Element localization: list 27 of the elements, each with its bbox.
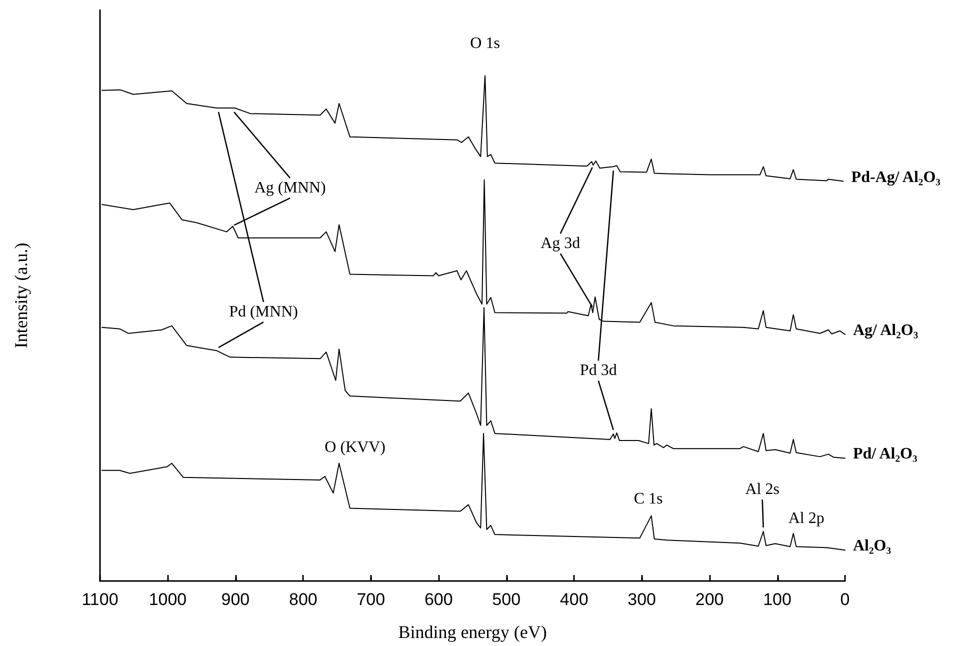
annotation: Al 2p	[788, 510, 824, 527]
series-label: Al₂O₃	[853, 538, 892, 555]
x-tick-label: 1100	[82, 590, 118, 609]
annotation: Pd (MNN)	[229, 304, 298, 321]
series-label: Pd-Ag/ Al₂O₃	[851, 168, 941, 186]
x-tick-label: 400	[560, 590, 588, 609]
x-tick-label: 100	[763, 590, 792, 609]
annotation: C 1s	[634, 490, 663, 508]
x-tick-label: 700	[356, 590, 386, 609]
x-tick-label: 1000	[148, 590, 187, 609]
series-label: Ag/ Al₂O₃	[853, 322, 918, 339]
x-tick-label: 600	[424, 590, 453, 609]
annotation: Pd 3d	[580, 362, 617, 380]
x-tick-label: 800	[288, 590, 318, 609]
x-tick-label: 500	[492, 590, 521, 609]
x-tick-label: 300	[628, 590, 656, 609]
annotation: Al 2s	[745, 480, 780, 498]
y-axis-title: Intensity (a.u.)	[11, 242, 31, 348]
x-tick-label: 900	[221, 590, 250, 609]
annotation: O 1s	[470, 35, 500, 52]
annotation: Ag (MNN)	[254, 180, 326, 197]
annotation: Ag 3d	[540, 235, 580, 252]
series-label: Pd/ Al₂O₃	[853, 446, 918, 463]
x-tick-label: 0	[840, 590, 850, 609]
x-tick-label: 200	[695, 590, 724, 609]
annotation: O (KVV)	[324, 438, 386, 456]
x-axis-title: Binding energy (eV)	[398, 622, 547, 642]
